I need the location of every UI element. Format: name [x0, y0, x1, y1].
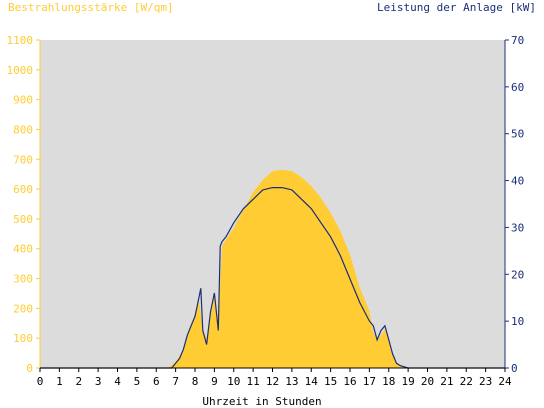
left-tick-label: 600	[13, 183, 33, 196]
x-tick-label: 8	[192, 375, 199, 388]
x-tick-label: 10	[227, 375, 240, 388]
left-tick-label: 200	[13, 302, 33, 315]
x-tick-label: 18	[382, 375, 395, 388]
x-tick-label: 15	[324, 375, 337, 388]
left-tick-label: 0	[26, 362, 33, 375]
x-tick-label: 21	[440, 375, 453, 388]
right-tick-label: 60	[511, 81, 524, 94]
x-tick-label: 24	[498, 375, 512, 388]
left-tick-label: 500	[13, 213, 33, 226]
x-axis-label: Uhrzeit in Stunden	[202, 395, 321, 408]
x-tick-label: 22	[460, 375, 473, 388]
x-tick-label: 11	[247, 375, 260, 388]
right-tick-label: 0	[511, 362, 518, 375]
left-tick-label: 300	[13, 273, 33, 286]
left-axis-title: Bestrahlungsstärke [W/qm]	[8, 1, 174, 14]
x-tick-label: 9	[211, 375, 218, 388]
right-tick-label: 20	[511, 268, 524, 281]
irradiance-area-series	[40, 169, 505, 368]
left-tick-label: 400	[13, 243, 33, 256]
right-tick-label: 30	[511, 221, 524, 234]
right-tick-label: 70	[511, 34, 524, 47]
x-tick-label: 0	[37, 375, 44, 388]
left-tick-label: 1000	[7, 64, 34, 77]
x-tick-label: 5	[134, 375, 141, 388]
x-tick-label: 2	[75, 375, 82, 388]
x-tick-label: 7	[172, 375, 179, 388]
x-tick-label: 4	[114, 375, 121, 388]
right-tick-label: 10	[511, 315, 524, 328]
x-tick-label: 3	[95, 375, 102, 388]
right-axis-title: Leistung der Anlage [kW]	[377, 1, 536, 14]
x-tick-label: 14	[305, 375, 319, 388]
right-tick-label: 50	[511, 128, 524, 141]
x-tick-label: 1	[56, 375, 63, 388]
x-tick-label: 19	[402, 375, 415, 388]
left-tick-label: 1100	[7, 34, 34, 47]
x-tick-label: 20	[421, 375, 434, 388]
x-tick-label: 6	[153, 375, 160, 388]
left-tick-label: 700	[13, 153, 33, 166]
x-tick-label: 13	[285, 375, 298, 388]
x-tick-label: 16	[343, 375, 356, 388]
right-tick-label: 40	[511, 175, 524, 188]
left-tick-label: 900	[13, 94, 33, 107]
left-tick-label: 800	[13, 123, 33, 136]
x-tick-label: 17	[363, 375, 376, 388]
left-tick-label: 100	[13, 332, 33, 345]
x-tick-label: 23	[479, 375, 492, 388]
power-line-series	[40, 187, 505, 369]
x-tick-label: 12	[266, 375, 279, 388]
